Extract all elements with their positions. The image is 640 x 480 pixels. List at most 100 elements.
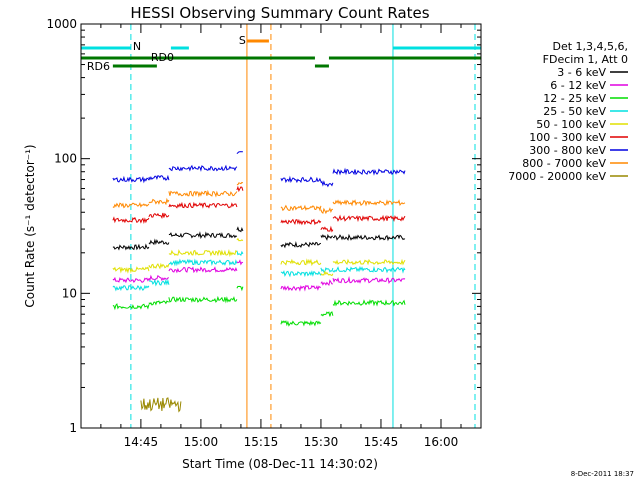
series-6 (112, 151, 406, 188)
x-tick-label-5: 16:00 (424, 435, 459, 449)
series-5-segment-0 (112, 216, 150, 224)
series-6-segment-2 (168, 164, 238, 172)
series-5-segment-2 (168, 201, 238, 209)
series-4-segment-0 (112, 266, 150, 274)
series-6-segment-4 (280, 175, 322, 184)
series-7-segment-2 (168, 189, 238, 198)
series-1 (112, 259, 406, 292)
series-2-segment-1 (148, 300, 169, 306)
series-3 (112, 250, 406, 292)
legend-entry-3: 25 - 50 keV (543, 105, 606, 118)
series-0-segment-6 (332, 233, 406, 242)
y-tick-label-1: 10 (62, 286, 77, 300)
legend-entry-1: 6 - 12 keV (550, 79, 606, 92)
series-2-segment-2 (168, 295, 238, 304)
series-2-segment-6 (332, 299, 406, 307)
series-5 (112, 185, 406, 233)
series-2 (112, 285, 406, 327)
series-7-segment-0 (112, 201, 150, 209)
flag-label-s: S (239, 34, 246, 47)
series-1-segment-0 (112, 276, 150, 284)
series-4-segment-5 (320, 270, 334, 277)
series-1-segment-6 (332, 276, 406, 284)
series-1-segment-1 (148, 274, 169, 282)
series-8-segment-0 (140, 397, 182, 413)
legend-entry-7: 800 - 7000 keV (522, 157, 606, 170)
series-6-segment-1 (148, 174, 170, 181)
legend-entry-5: 100 - 300 keV (529, 131, 606, 144)
series-2-segment-0 (112, 303, 150, 311)
flag-label-rd6: RD6 (87, 60, 110, 73)
series-2-segment-4 (280, 320, 322, 327)
legend-entry-2: 12 - 25 keV (543, 92, 606, 105)
series-5-segment-6 (332, 214, 406, 223)
series-2-segment-5 (320, 311, 334, 317)
series-5-segment-1 (148, 212, 170, 220)
series-8 (140, 397, 182, 413)
legend-entry-0: 3 - 6 keV (557, 66, 606, 79)
series-5-segment-4 (280, 218, 322, 226)
series-6-segment-6 (332, 167, 406, 176)
chart-title: HESSI Observing Summary Count Rates (130, 4, 429, 22)
series-3-segment-6 (332, 265, 406, 274)
series-7-segment-6 (332, 199, 406, 207)
y-tick-label-2: 100 (54, 152, 77, 166)
y-tick-label-0: 1 (69, 421, 77, 435)
series-7-segment-4 (280, 204, 322, 212)
series-7-segment-1 (148, 197, 170, 206)
series-7-segment-5 (320, 207, 333, 215)
y-axis-label: Count Rate (s⁻¹ detector⁻¹) (23, 144, 37, 307)
series-4-segment-3 (236, 237, 244, 242)
x-tick-label-2: 15:15 (244, 435, 279, 449)
x-axis: 14:45 15:00 15:15 15:30 15:45 16:00 (100, 24, 462, 449)
x-tick-label-4: 15:45 (364, 435, 399, 449)
series-7-segment-3 (236, 181, 244, 186)
y-axis: 1 10 100 1000 (46, 17, 481, 435)
series-3-segment-5 (320, 267, 334, 273)
series-0-segment-4 (280, 240, 322, 249)
flag-label-n: N (133, 40, 141, 53)
y-tick-label-3: 1000 (46, 17, 77, 31)
series-4-segment-1 (148, 262, 170, 270)
series-2-segment-3 (236, 285, 244, 292)
flag-label-rd0: RD0 (151, 51, 174, 64)
series-6-segment-3 (236, 151, 243, 154)
series-0-segment-3 (236, 226, 244, 233)
series-0-segment-0 (112, 243, 150, 251)
plot-area: N RD0 RD6 S (80, 24, 481, 428)
series-0 (112, 226, 406, 251)
series-1-segment-3 (236, 259, 244, 266)
series-3-segment-3 (236, 250, 244, 256)
legend-header-1: FDecim 1, Att 0 (543, 53, 628, 66)
series-5-segment-5 (320, 225, 334, 233)
series-1-segment-2 (168, 266, 238, 274)
legend-entry-8: 7000 - 20000 keV (508, 170, 606, 183)
series-3-segment-1 (148, 278, 170, 287)
series-4-segment-2 (168, 248, 238, 257)
x-axis-label: Start Time (08-Dec-11 14:30:02) (182, 457, 378, 471)
series-0-segment-2 (168, 231, 238, 239)
series-0-segment-5 (320, 233, 333, 241)
timestamp: 8-Dec-2011 18:37 (571, 470, 634, 478)
series-3-segment-4 (280, 270, 322, 278)
series-3-segment-2 (168, 258, 238, 267)
series-6-segment-0 (112, 175, 150, 184)
legend-header-0: Det 1,3,4,5,6, (552, 40, 628, 53)
series-4-segment-6 (332, 258, 406, 266)
series-7 (112, 181, 406, 215)
series-0-segment-1 (148, 238, 170, 246)
x-tick-label-3: 15:30 (304, 435, 339, 449)
series-3-segment-0 (112, 284, 150, 292)
legend-entry-6: 300 - 800 keV (529, 144, 606, 157)
series-6-segment-5 (320, 180, 334, 188)
series-5-segment-3 (236, 185, 244, 193)
legend-entry-4: 50 - 100 keV (536, 118, 606, 131)
series-4-segment-4 (280, 258, 322, 267)
series-1-segment-5 (320, 279, 333, 287)
series-1-segment-4 (280, 284, 321, 292)
x-tick-label-1: 15:00 (184, 435, 219, 449)
legend: Det 1,3,4,5,6,FDecim 1, Att 03 - 6 keV6 … (508, 40, 628, 183)
x-tick-label-0: 14:45 (124, 435, 159, 449)
